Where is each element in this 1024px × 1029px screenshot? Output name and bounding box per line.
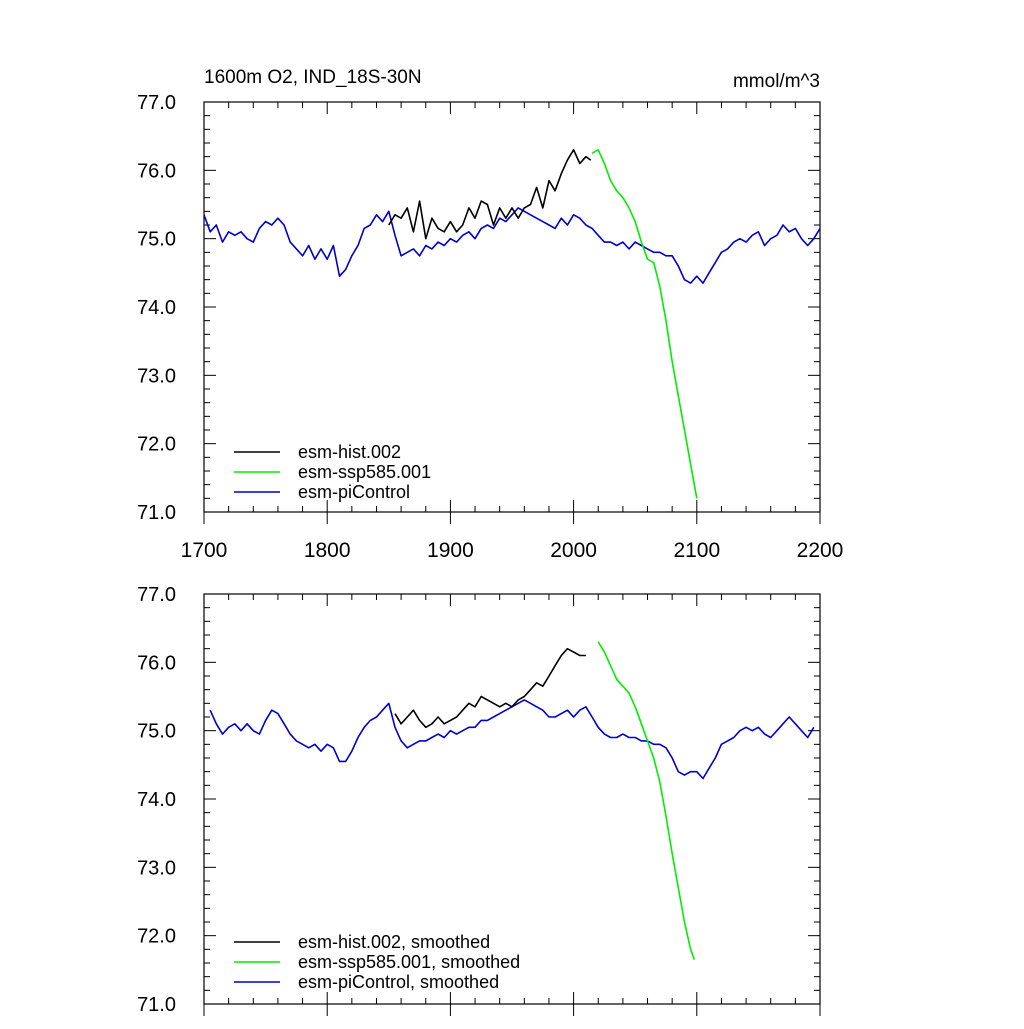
- x-tick-label: 1700: [181, 539, 228, 562]
- y-tick-label: 75.0: [137, 229, 176, 251]
- y-tick-label: 71.0: [137, 502, 176, 524]
- y-tick-label: 73.0: [137, 857, 176, 879]
- series-line-pic: [204, 207, 820, 284]
- series-line-pic: [209, 699, 815, 780]
- legend-label-ssp: esm-ssp585.001, smoothed: [298, 952, 520, 972]
- legend-label-pic: esm-piControl: [298, 482, 410, 502]
- y-tick-label: 77.0: [137, 92, 176, 114]
- x-tick-label: 1900: [427, 539, 474, 562]
- series-line-ssp: [591, 149, 698, 499]
- y-tick-label: 76.0: [137, 160, 176, 182]
- y-tick-label: 76.0: [137, 652, 176, 674]
- y-tick-label: 75.0: [137, 721, 176, 743]
- legend-label-hist: esm-hist.002: [298, 442, 401, 462]
- legend-label-ssp: esm-ssp585.001: [298, 462, 431, 482]
- x-tick-label: 2100: [673, 539, 720, 562]
- y-tick-label: 72.0: [137, 926, 176, 948]
- series-line-hist: [388, 149, 592, 240]
- legend-label-hist: esm-hist.002, smoothed: [298, 932, 490, 952]
- units-label: mmol/m^3: [733, 71, 820, 92]
- x-tick-label: 1800: [304, 539, 351, 562]
- series-line-ssp: [597, 641, 696, 960]
- plot-frame: [203, 101, 821, 513]
- panel-raw: 71.0 72.0 73.0 74.0 75.0 76.0 77.0 1700 1800 1900…: [137, 92, 843, 562]
- series-line-hist: [394, 647, 586, 729]
- panel-title: 1600m O2, IND_18S-30N: [204, 67, 422, 88]
- plot-frame: [203, 593, 821, 1005]
- y-tick-label: 74.0: [137, 789, 176, 811]
- y-tick-label: 72.0: [137, 434, 176, 456]
- x-tick-label: 2000: [550, 539, 597, 562]
- legend-label-pic: esm-piControl, smoothed: [298, 972, 499, 992]
- panel-smoothed: 71.0 72.0 73.0 74.0 75.0 76.0 77.0 esm-hist.002…: [137, 584, 821, 1016]
- x-tick-label: 2200: [797, 539, 844, 562]
- y-tick-label: 71.0: [137, 994, 176, 1016]
- y-tick-label: 74.0: [137, 297, 176, 319]
- y-tick-label: 73.0: [137, 365, 176, 387]
- y-tick-label: 77.0: [137, 584, 176, 606]
